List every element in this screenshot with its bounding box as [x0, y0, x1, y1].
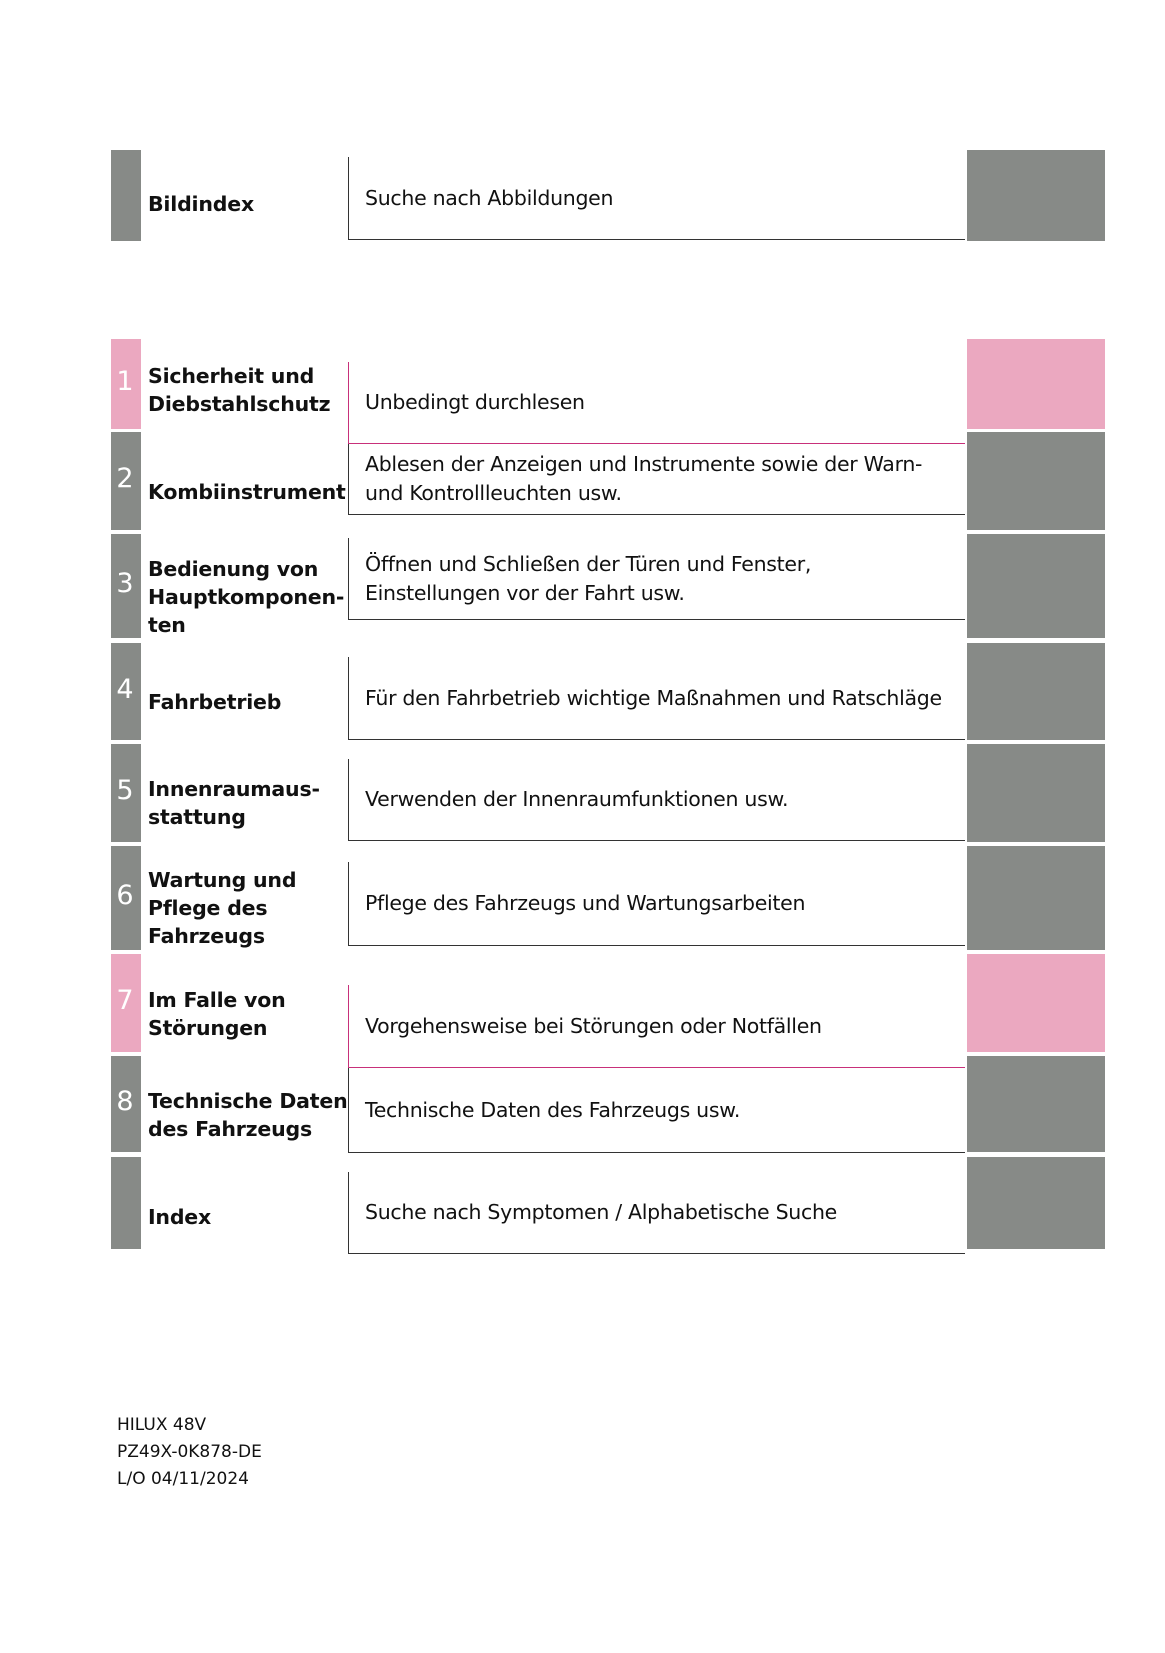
- thumb-index-tab[interactable]: [967, 643, 1105, 740]
- section-color-bar: [111, 432, 141, 530]
- section-description-box[interactable]: Öffnen und Schließen der Türen und Fenst…: [348, 538, 965, 620]
- thumb-index-tab[interactable]: [967, 744, 1105, 842]
- thumb-index-tab[interactable]: [967, 1157, 1105, 1249]
- section-color-bar: [111, 744, 141, 842]
- footer-model: HILUX 48V: [117, 1415, 207, 1435]
- section-title[interactable]: Technische Daten des Fahrzeugs: [148, 1089, 348, 1141]
- section-color-bar: [111, 643, 141, 740]
- section-title[interactable]: Bedienung von Hauptkomponen­ten: [148, 557, 345, 637]
- section-title[interactable]: Wartung und Pflege des Fahrzeugs: [148, 868, 297, 948]
- section-title[interactable]: Im Falle von Störungen: [148, 988, 286, 1040]
- section-description: Suche nach Abbildungen: [365, 185, 614, 210]
- thumb-index-tab[interactable]: [967, 1056, 1105, 1152]
- section-description: Öffnen und Schließen der Türen und Fenst…: [365, 551, 812, 605]
- section-color-bar: [111, 846, 141, 950]
- section-description: Für den Fahrbetrieb wichtige Maßnahmen u…: [365, 685, 942, 710]
- section-title[interactable]: Kombiinstrument: [148, 480, 346, 504]
- section-number: 6: [116, 880, 134, 911]
- section-description-box[interactable]: Technische Daten des Fahrzeugs usw.: [348, 1068, 965, 1153]
- section-description-box[interactable]: Suche nach Abbildungen: [348, 157, 965, 240]
- thumb-index-tab[interactable]: [967, 150, 1105, 241]
- section-description-box[interactable]: Vorgehensweise bei Störungen oder Notfäl…: [348, 985, 965, 1068]
- section-description: Unbedingt durchlesen: [365, 390, 585, 414]
- section-description-box[interactable]: Unbedingt durchlesen: [348, 362, 965, 444]
- section-color-bar: [111, 339, 141, 429]
- section-color-bar: [111, 534, 141, 638]
- section-number: 5: [116, 775, 134, 806]
- section-description-box[interactable]: Ablesen der Anzeigen und Instrumente sow…: [348, 444, 965, 515]
- section-title[interactable]: Sicherheit und Diebstahlschutz: [148, 364, 331, 416]
- thumb-index-tab[interactable]: [967, 432, 1105, 530]
- section-title[interactable]: Innenraumaus­stattung: [148, 777, 320, 829]
- section-description: Vorgehensweise bei Störungen oder Notfäl…: [365, 1013, 822, 1038]
- section-description-box[interactable]: Für den Fahrbetrieb wichtige Maßnahmen u…: [348, 657, 965, 740]
- section-description-box[interactable]: Pflege des Fahrzeugs und Wartungsarbeite…: [348, 862, 965, 946]
- thumb-index-tab[interactable]: [967, 846, 1105, 950]
- thumb-index-tab[interactable]: [967, 534, 1105, 638]
- section-number: 7: [116, 985, 134, 1016]
- section-description: Verwenden der Innenraumfunktionen usw.: [365, 787, 789, 811]
- section-title[interactable]: Fahrbetrieb: [148, 690, 282, 714]
- section-number: 4: [116, 673, 134, 705]
- section-title[interactable]: Index: [148, 1205, 212, 1229]
- section-color-bar: [111, 150, 141, 241]
- section-number: 3: [116, 568, 134, 599]
- section-number: 2: [116, 463, 134, 494]
- section-title[interactable]: Bildindex: [148, 192, 254, 216]
- section-number: 1: [116, 366, 134, 397]
- thumb-index-tab[interactable]: [967, 339, 1105, 429]
- section-color-bar: [111, 1056, 141, 1152]
- section-color-bar: [111, 1157, 141, 1249]
- footer-date: L/O 04/11/2024: [117, 1469, 249, 1489]
- section-number: 8: [116, 1086, 134, 1117]
- thumb-index-tab[interactable]: [967, 954, 1105, 1052]
- section-description: Technische Daten des Fahrzeugs usw.: [365, 1097, 741, 1122]
- section-description: Pflege des Fahrzeugs und Wartungsarbeite…: [365, 891, 806, 915]
- section-description-box[interactable]: Suche nach Symptomen / Alphabetische Suc…: [348, 1172, 965, 1254]
- section-color-bar: [111, 954, 141, 1052]
- section-description: Ablesen der Anzeigen und Instrumente sow…: [365, 452, 923, 505]
- footer-code: PZ49X-0K878-DE: [117, 1442, 262, 1462]
- section-description: Suche nach Symptomen / Alphabetische Suc…: [365, 1200, 837, 1224]
- section-description-box[interactable]: Verwenden der Innenraumfunktionen usw.: [348, 759, 965, 841]
- footer: HILUX 48V PZ49X-0K878-DE L/O 04/11/2024: [117, 1412, 262, 1493]
